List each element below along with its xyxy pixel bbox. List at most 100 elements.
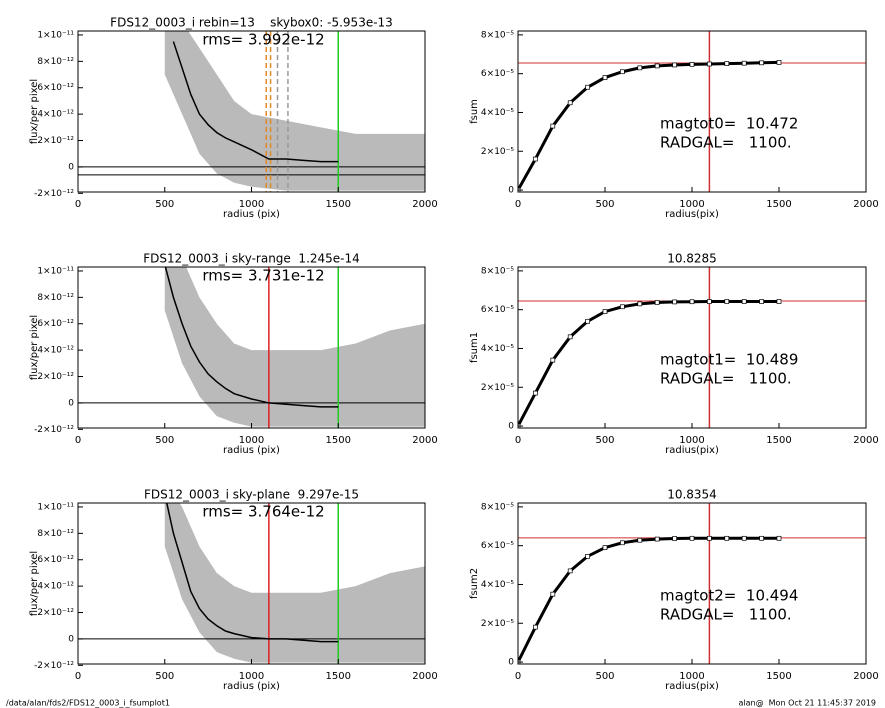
y-axis-label: flux/per pixel — [29, 551, 40, 616]
y-tick-label: 2×10⁻¹² — [37, 136, 74, 146]
y-tick-label: 6×10⁻⁵ — [481, 305, 514, 315]
x-axis-label: radius(pix) — [665, 681, 719, 692]
point — [585, 553, 590, 559]
y-tick-label: 0 — [508, 422, 514, 432]
point — [759, 60, 764, 66]
x-tick-label: 1000 — [239, 435, 264, 446]
annotation: RADGAL= 1100. — [660, 134, 792, 152]
plot-title: FDS12_0003_i rebin=13 skybox0: -5.953e-1… — [110, 16, 393, 30]
y-tick-label: -2×10⁻¹² — [34, 661, 74, 671]
y-tick-label: 0 — [68, 634, 74, 644]
x-tick-label: 1500 — [766, 671, 791, 682]
rms-label: rms= 3.992e-12 — [202, 31, 324, 49]
profile-line — [164, 267, 339, 408]
x-tick-label: 1500 — [766, 199, 791, 210]
y-tick-label: 4×10⁻⁵ — [481, 108, 514, 118]
y-tick-label: 6×10⁻¹² — [37, 555, 74, 565]
y-tick-label: 4×10⁻¹² — [37, 110, 74, 120]
x-tick-label: 2000 — [412, 435, 437, 446]
y-tick-label: 0 — [508, 186, 514, 196]
profile-line — [518, 300, 779, 427]
y-tick-label: 8×10⁻¹² — [37, 57, 74, 67]
x-tick-label: 500 — [155, 671, 174, 682]
point — [620, 540, 625, 546]
annotation: RADGAL= 1100. — [660, 370, 792, 388]
x-tick-label: 0 — [515, 435, 521, 446]
plot-area — [518, 31, 866, 192]
point — [620, 304, 625, 310]
plot-title: 10.8354 — [667, 488, 717, 502]
profile-line — [166, 503, 339, 643]
y-tick-label: 6×10⁻¹² — [37, 319, 74, 329]
scatter-band — [164, 267, 425, 427]
point — [672, 62, 677, 68]
point — [567, 100, 573, 106]
x-tick-label: 500 — [595, 435, 614, 446]
point — [533, 156, 538, 162]
scatter-band — [164, 31, 425, 191]
x-tick-label: 2000 — [412, 199, 437, 210]
point — [741, 535, 747, 541]
x-tick-label: 500 — [595, 199, 614, 210]
rms-label: rms= 3.764e-12 — [202, 503, 324, 521]
point — [620, 69, 625, 75]
x-tick-label: 1000 — [239, 199, 264, 210]
y-tick-label: 4×10⁻¹² — [37, 346, 74, 356]
x-axis-label: radius (pix) — [223, 445, 280, 456]
profile-line — [172, 41, 339, 163]
y-tick-label: 0 — [68, 398, 74, 408]
y-tick-label: 2×10⁻¹² — [37, 608, 74, 618]
point — [759, 299, 764, 304]
x-tick-label: 1500 — [326, 435, 351, 446]
point — [776, 299, 782, 304]
y-tick-label: 2×10⁻¹² — [37, 372, 74, 382]
x-tick-label: 0 — [515, 199, 521, 210]
frame — [517, 266, 867, 429]
y-tick-label: 4×10⁻⁵ — [481, 580, 514, 590]
x-tick-label: 500 — [155, 435, 174, 446]
point — [672, 299, 677, 305]
plot-area — [518, 267, 866, 428]
profile-line — [518, 536, 779, 663]
point — [550, 591, 556, 597]
x-tick-label: 1500 — [326, 671, 351, 682]
point — [724, 299, 730, 304]
x-tick-label: 1500 — [326, 199, 351, 210]
x-axis-label: radius(pix) — [665, 445, 719, 456]
point — [602, 309, 608, 314]
y-tick-label: 6×10⁻¹² — [37, 83, 74, 93]
plot-area — [78, 31, 425, 192]
point — [724, 61, 730, 66]
y-tick-label: -2×10⁻¹² — [34, 189, 74, 199]
y-axis-label: fsum2 — [469, 568, 480, 599]
x-tick-label: 0 — [75, 199, 81, 210]
x-tick-label: 0 — [75, 671, 81, 682]
y-tick-label: 2×10⁻⁵ — [481, 383, 514, 393]
annotation: magtot2= 10.494 — [660, 587, 798, 605]
plot-title: FDS12_0003_i sky-range 1.245e-14 — [143, 252, 360, 266]
y-tick-label: 2×10⁻⁵ — [481, 619, 514, 629]
y-axis-label: fsum — [469, 99, 480, 124]
point — [637, 301, 643, 307]
point — [654, 300, 660, 305]
point — [637, 537, 643, 543]
point — [707, 299, 712, 304]
x-tick-label: 500 — [155, 199, 174, 210]
point — [741, 60, 747, 66]
point — [689, 299, 695, 305]
x-tick-label: 1000 — [239, 671, 264, 682]
point — [689, 62, 695, 67]
x-tick-label: 1500 — [766, 435, 791, 446]
point — [567, 334, 573, 340]
x-tick-label: 2000 — [853, 199, 878, 210]
point — [550, 357, 556, 363]
y-axis-label: flux/per pixel — [29, 315, 40, 380]
point — [724, 535, 730, 541]
plot-area — [78, 503, 425, 664]
y-tick-label: 8×10⁻¹² — [37, 529, 74, 539]
point — [533, 624, 538, 630]
x-tick-label: 0 — [515, 671, 521, 682]
point — [550, 123, 556, 129]
y-tick-label: 4×10⁻¹² — [37, 582, 74, 592]
